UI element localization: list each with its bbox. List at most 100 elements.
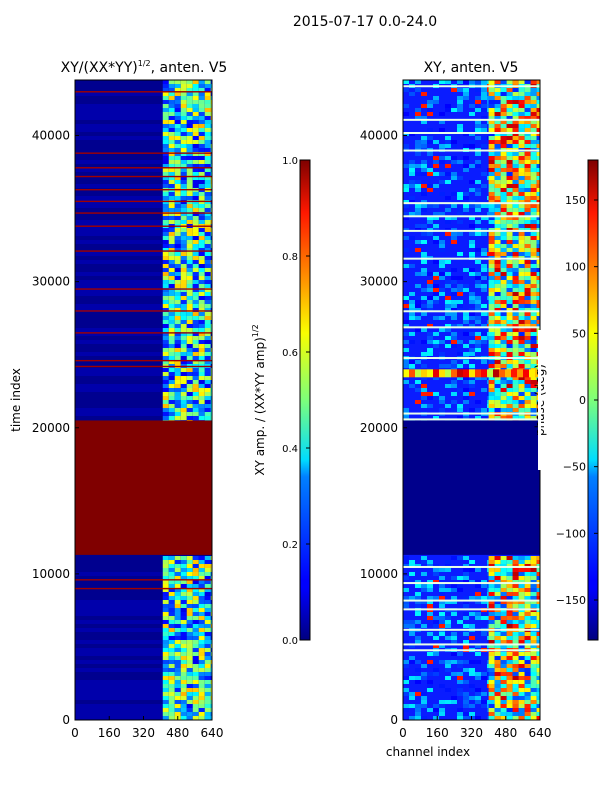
heatmap-cell xyxy=(506,640,513,644)
heatmap-cell xyxy=(445,344,451,348)
heatmap-cell xyxy=(530,600,537,604)
heatmap-cell xyxy=(210,616,212,620)
heatmap-cell xyxy=(186,372,193,376)
heatmap-cell xyxy=(451,600,457,604)
flagged-row-line xyxy=(75,167,212,169)
heatmap-cell xyxy=(186,288,193,292)
heatmap-cell xyxy=(439,624,445,628)
heatmap-cell xyxy=(186,120,193,124)
heatmap-cell xyxy=(512,620,519,624)
heatmap-cell xyxy=(210,708,212,712)
heatmap-cell xyxy=(75,684,163,688)
heatmap-cell xyxy=(186,560,193,564)
heatmap-cell xyxy=(463,692,469,696)
heatmap-cell xyxy=(457,232,463,236)
heatmap-cell xyxy=(481,232,487,236)
heatmap-cell xyxy=(186,400,193,404)
heatmap-cell xyxy=(451,316,457,320)
heatmap-cell xyxy=(186,416,193,420)
heatmap-cell xyxy=(536,136,540,140)
heatmap-cell xyxy=(457,620,463,624)
heatmap-cell xyxy=(421,272,427,276)
heatmap-cell xyxy=(451,308,457,312)
heatmap-cell xyxy=(210,144,212,148)
heatmap-cell xyxy=(210,688,212,692)
heatmap-cell xyxy=(210,608,212,612)
heatmap-cell xyxy=(524,380,531,384)
heatmap-cell xyxy=(186,180,193,184)
heatmap-cell xyxy=(192,696,199,700)
heatmap-cell xyxy=(439,596,445,600)
heatmap-cell xyxy=(500,716,507,720)
heatmap-cell xyxy=(463,144,469,148)
amplitude-colorbar-label: XY amp. / (XX*YY amp)1/2 xyxy=(251,324,267,475)
heatmap-cell xyxy=(174,408,181,412)
heatmap-cell xyxy=(500,144,507,148)
heatmap-cell xyxy=(518,360,525,364)
heatmap-cell xyxy=(469,636,475,640)
heatmap-cell xyxy=(204,368,211,372)
heatmap-cell xyxy=(186,408,193,412)
heatmap-cell xyxy=(415,300,421,304)
heatmap-cell xyxy=(506,636,513,640)
heatmap-cell xyxy=(174,368,181,372)
heatmap-cell xyxy=(481,704,487,708)
heatmap-cell xyxy=(530,184,537,188)
heatmap-cell xyxy=(451,140,457,144)
heatmap-cell xyxy=(518,136,525,140)
heatmap-cell xyxy=(530,296,537,300)
heatmap-cell xyxy=(403,204,409,208)
heatmap-cell xyxy=(518,244,525,248)
heatmap-cell xyxy=(204,88,211,92)
heatmap-cell xyxy=(427,672,433,676)
heatmap-cell xyxy=(186,596,193,600)
heatmap-cell xyxy=(210,652,212,656)
y-tick-label: 20000 xyxy=(360,421,398,435)
heatmap-cell xyxy=(192,352,199,356)
heatmap-cell xyxy=(186,148,193,152)
heatmap-cell xyxy=(162,676,169,680)
heatmap-cell xyxy=(506,212,513,216)
heatmap-cell xyxy=(162,636,169,640)
heatmap-cell xyxy=(524,712,531,716)
heatmap-cell xyxy=(198,252,205,256)
heatmap-cell xyxy=(518,688,525,692)
heatmap-cell xyxy=(174,624,181,628)
heatmap-cell xyxy=(168,212,175,216)
heatmap-cell xyxy=(409,332,415,336)
heatmap-cell xyxy=(475,344,481,348)
heatmap-cell xyxy=(186,704,193,708)
heatmap-cell xyxy=(162,616,169,620)
heatmap-cell xyxy=(536,104,540,108)
heatmap-cell xyxy=(500,580,507,584)
heatmap-cell xyxy=(506,108,513,112)
heatmap-cell xyxy=(536,248,540,252)
heatmap-cell xyxy=(174,664,181,668)
heatmap-cell xyxy=(433,344,439,348)
heatmap-cell xyxy=(475,336,481,340)
heatmap-cell xyxy=(186,212,193,216)
heatmap-cell xyxy=(463,392,469,396)
heatmap-cell xyxy=(75,652,163,656)
heatmap-cell xyxy=(204,312,211,316)
heatmap-cell xyxy=(475,400,481,404)
heatmap-cell xyxy=(488,348,495,352)
amplitude-panel: XY/(XX*YY)1/2, anten. V5 0 160 320 480 64001… xyxy=(9,59,227,740)
heatmap-cell xyxy=(506,616,513,620)
heatmap-cell xyxy=(451,612,457,616)
heatmap-cell xyxy=(457,124,463,128)
heatmap-cell xyxy=(530,160,537,164)
heatmap-cell xyxy=(210,248,212,252)
heatmap-cell xyxy=(75,168,163,172)
heatmap-cell xyxy=(500,668,507,672)
heatmap-cell xyxy=(494,80,501,84)
heatmap-cell xyxy=(168,164,175,168)
heatmap-cell xyxy=(445,156,451,160)
heatmap-cell xyxy=(198,120,205,124)
heatmap-cell xyxy=(174,660,181,664)
heatmap-cell xyxy=(180,132,187,136)
heatmap-cell xyxy=(445,588,451,592)
heatmap-cell xyxy=(180,212,187,216)
heatmap-cell xyxy=(530,712,537,716)
